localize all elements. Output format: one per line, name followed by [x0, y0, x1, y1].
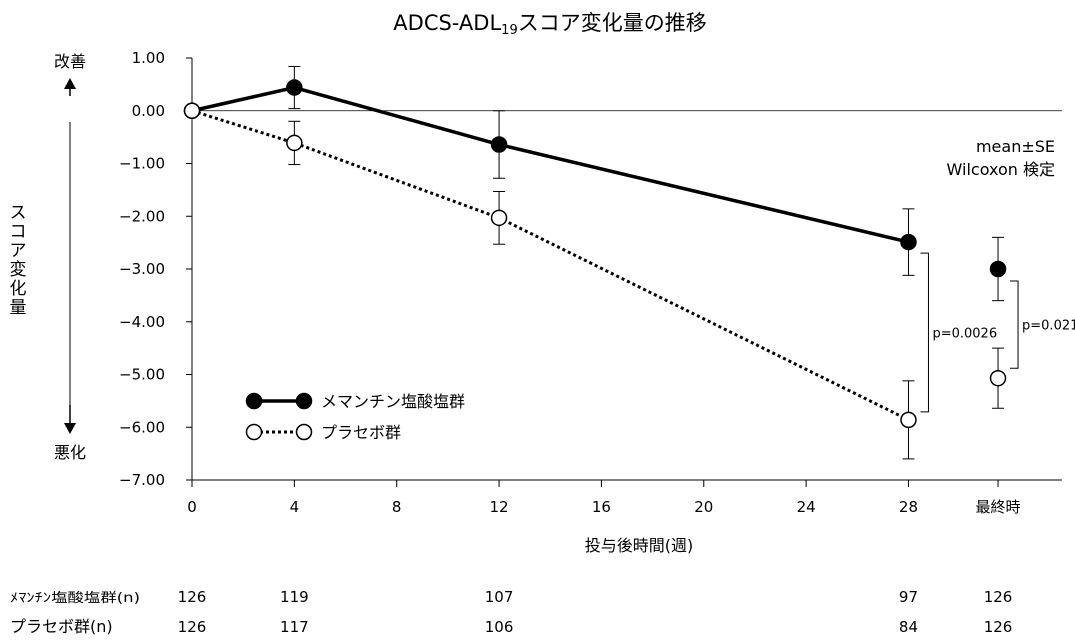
series-layer — [183, 65, 1007, 460]
n-table-cell: 126 — [984, 618, 1013, 636]
y-tick-label: −6.00 — [119, 418, 165, 436]
y-tick-label: −3.00 — [119, 260, 165, 278]
y-tick-label: −2.00 — [119, 207, 165, 225]
n-table-cell: 117 — [280, 618, 309, 636]
y-axis-title-char: 化 — [10, 279, 27, 299]
x-tick-label: 8 — [392, 498, 402, 516]
n-table-cell: 106 — [485, 618, 514, 636]
chart-title-main: ADCS-ADL — [393, 11, 501, 35]
x-axis-ticks: 0 4 8 12 16 20 24 28 最終時 — [187, 480, 1021, 516]
legend-item-memantine: メマンチン塩酸塩群 — [245, 392, 465, 411]
n-table: ﾒﾏﾝﾁﾝ塩酸塩群(n) 126 119 107 97 126 プラセボ群(n) 126 117… — [10, 588, 1012, 636]
y-tick-label: −7.00 — [119, 471, 165, 489]
data-point-placebo — [286, 134, 303, 152]
pvalue-brackets: p=0.0026 p=0.0217 — [920, 252, 1075, 413]
pvalue-bracket — [920, 252, 929, 413]
chart-title-subscript: 19 — [501, 23, 518, 38]
series-line-placebo — [191, 109, 910, 422]
axes — [191, 58, 1062, 481]
y-axis-title-char: コ — [10, 222, 27, 242]
x-tick-label: 16 — [592, 498, 611, 516]
x-tick-label: 12 — [490, 498, 509, 516]
x-tick-label: 最終時 — [976, 498, 1021, 516]
up-arrow-icon — [64, 78, 76, 96]
n-table-cell: 126 — [178, 588, 207, 606]
data-point-final-placebo — [989, 369, 1007, 387]
x-tick-label: 4 — [290, 498, 300, 516]
n-table-row-label: プラセボ群(n) — [10, 617, 113, 636]
y-tick-label: −4.00 — [119, 313, 165, 331]
pvalue-bracket — [1010, 280, 1019, 369]
x-tick-label: 24 — [797, 498, 816, 516]
legend-marker-filled — [245, 392, 263, 410]
n-table-cell: 126 — [178, 618, 207, 636]
y-tick-label: −5.00 — [119, 366, 165, 384]
down-arrow-icon — [64, 405, 76, 434]
legend-item-placebo: プラセボ群 — [245, 423, 401, 442]
chart-title-rest: スコア変化量の推移 — [518, 11, 707, 35]
y-axis-title-char: 変 — [10, 260, 27, 280]
x-tick-label: 0 — [187, 498, 197, 516]
pvalue-label: p=0.0217 — [1022, 319, 1075, 334]
legend-marker-open — [295, 423, 313, 441]
y-axis-title: スコア変化量 — [10, 203, 27, 318]
x-axis-title: 投与後時間(週) — [585, 536, 694, 555]
worsen-label: 悪化 — [54, 443, 86, 462]
series-line-memantine — [191, 85, 909, 244]
annotation-mean-se: mean±SE — [976, 137, 1055, 156]
y-axis-ticks: 1.00 0.00 −1.00 −2.00 −3.00 −4.00 −5.00 −6.00 −7… — [119, 49, 192, 489]
y-tick-label: 0.00 — [132, 102, 165, 120]
n-table-cell: 84 — [899, 618, 918, 636]
data-point-placebo — [183, 102, 201, 119]
legend: メマンチン塩酸塩群 プラセボ群 — [245, 392, 465, 442]
legend-marker-open — [245, 423, 263, 441]
n-table-cell: 119 — [280, 588, 309, 606]
chart-title: ADCS-ADL19スコア変化量の推移 — [393, 11, 706, 38]
n-table-cell: 126 — [984, 588, 1013, 606]
y-axis-title-char: 量 — [10, 298, 27, 318]
data-point-placebo — [900, 411, 917, 429]
n-table-cell: 107 — [485, 588, 514, 606]
y-axis-title-char: ア — [10, 241, 27, 261]
n-table-row-label: ﾒﾏﾝﾁﾝ塩酸塩群(n) — [10, 591, 140, 606]
y-tick-label: −1.00 — [119, 155, 165, 173]
data-point-memantine — [286, 79, 303, 96]
legend-label-memantine: メマンチン塩酸塩群 — [321, 392, 465, 411]
improve-label: 改善 — [54, 52, 86, 71]
annotation-wilcoxon: Wilcoxon 検定 — [947, 160, 1055, 179]
data-point-memantine — [490, 136, 508, 153]
legend-label-placebo: プラセボ群 — [321, 423, 401, 442]
data-point-final-memantine — [989, 260, 1007, 278]
pvalue-label: p=0.0026 — [932, 326, 997, 341]
data-point-placebo — [490, 209, 508, 227]
y-tick-label: 1.00 — [132, 49, 165, 67]
data-point-memantine — [900, 233, 917, 251]
x-tick-label: 28 — [899, 498, 918, 516]
n-table-cell: 97 — [899, 588, 918, 606]
x-tick-label: 20 — [694, 498, 713, 516]
y-axis-title-char: ス — [10, 203, 27, 223]
legend-marker-filled — [295, 392, 313, 410]
